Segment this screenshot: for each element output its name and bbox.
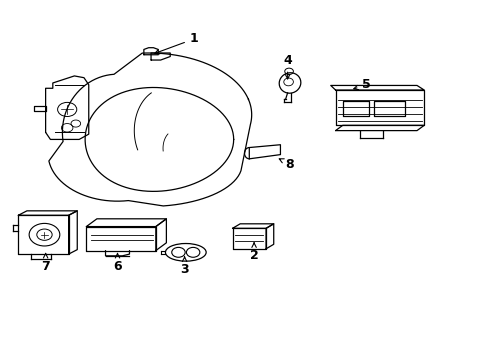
Text: 4: 4 (283, 54, 291, 79)
Text: 2: 2 (249, 243, 258, 262)
Text: 1: 1 (155, 32, 198, 54)
Text: 5: 5 (353, 78, 370, 91)
Text: 8: 8 (279, 158, 294, 171)
Text: 6: 6 (113, 253, 122, 273)
Text: 7: 7 (41, 253, 50, 273)
Text: 3: 3 (180, 257, 188, 276)
